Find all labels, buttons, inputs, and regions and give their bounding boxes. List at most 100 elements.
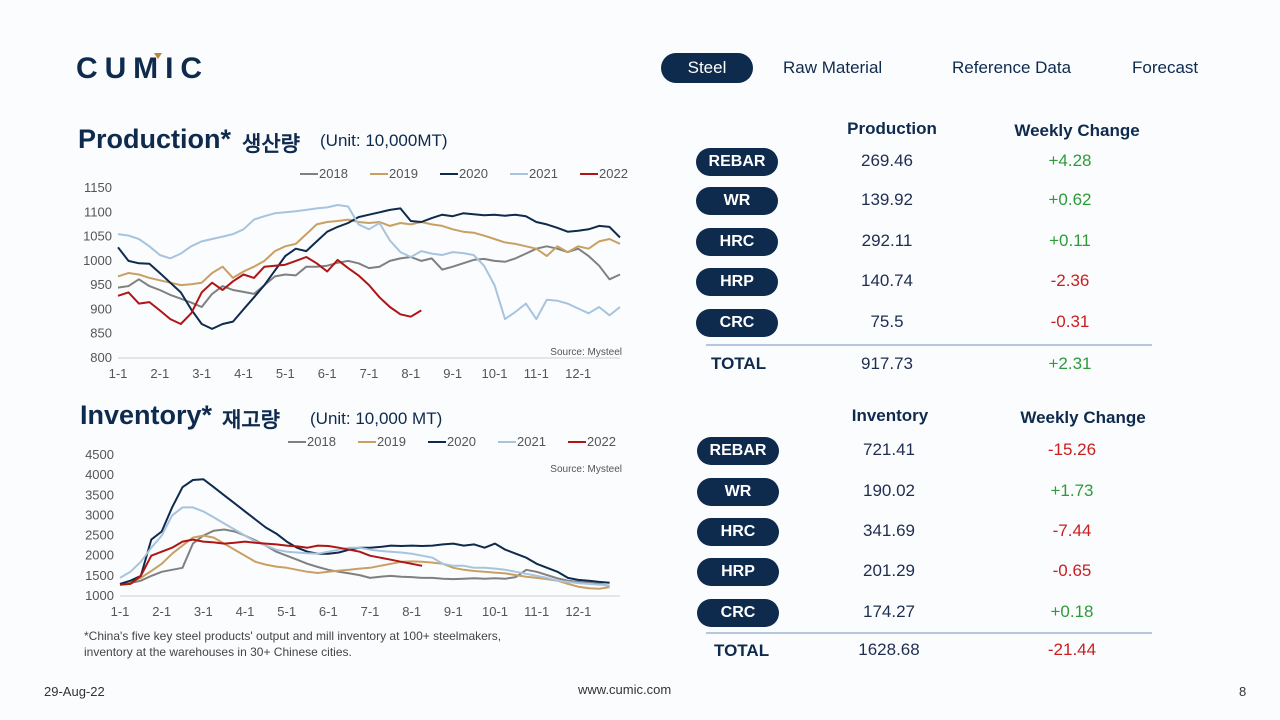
inventory-title: Inventory* bbox=[80, 400, 213, 430]
production-label-hrp[interactable]: HRP bbox=[696, 268, 778, 296]
production-change-hrp: -2.36 bbox=[1050, 271, 1090, 290]
production-label-wr[interactable]: WR bbox=[696, 187, 778, 215]
production-value-rebar: 269.46 bbox=[861, 151, 913, 170]
inventory-source: Source: Mysteel bbox=[550, 464, 622, 475]
inventory-total-rule bbox=[706, 632, 1152, 634]
inventory-total-change: -21.44 bbox=[1047, 640, 1097, 659]
inventory-xtick-label: 9-1 bbox=[444, 604, 463, 619]
production-legend-label-2019: 2019 bbox=[389, 166, 418, 181]
tab-steel[interactable]: Steel bbox=[661, 53, 753, 83]
inventory-xtick-label: 5-1 bbox=[277, 604, 296, 619]
inventory-value-crc: 174.27 bbox=[863, 602, 915, 621]
inventory-ytick-label: 1000 bbox=[85, 588, 114, 603]
inventory-ytick-label: 2000 bbox=[85, 548, 114, 563]
production-value-wr: 139.92 bbox=[861, 190, 913, 209]
inventory-ytick-label: 3000 bbox=[85, 507, 114, 522]
inventory-change-wr: +1.73 bbox=[1050, 481, 1094, 500]
inventory-total-label: TOTAL bbox=[714, 641, 770, 660]
inventory-label-hrc[interactable]: HRC bbox=[697, 518, 779, 546]
production-change-hrc: +0.11 bbox=[1049, 231, 1091, 250]
production-head-value: Production bbox=[847, 119, 937, 138]
production-label-hrc[interactable]: HRC bbox=[696, 228, 778, 256]
production-total-rule bbox=[706, 344, 1152, 346]
production-xtick-label: 7-1 bbox=[360, 366, 379, 381]
inventory-label-hrp[interactable]: HRP bbox=[697, 558, 779, 586]
cumic-logo: CUMIC bbox=[76, 52, 204, 84]
inventory-change-crc: +0.18 bbox=[1050, 602, 1094, 621]
inventory-value-rebar: 721.41 bbox=[863, 440, 915, 459]
production-ytick-label: 1150 bbox=[84, 180, 112, 195]
production-value-crc: 75.5 bbox=[870, 312, 904, 331]
inventory-value-hrp: 201.29 bbox=[863, 561, 915, 580]
footnote-line-2: inventory at the warehouses in 30+ Chine… bbox=[84, 645, 352, 659]
inventory-xtick-label: 11-1 bbox=[524, 604, 549, 619]
production-series-2022 bbox=[117, 256, 422, 325]
inventory-value-hrc: 341.69 bbox=[863, 521, 915, 540]
production-total-value: 917.73 bbox=[861, 354, 913, 373]
production-xtick-label: 6-1 bbox=[318, 366, 337, 381]
production-xtick-label: 8-1 bbox=[401, 366, 420, 381]
inventory-title-kr: 재고량 bbox=[222, 409, 280, 432]
inventory-label-rebar[interactable]: REBAR bbox=[697, 437, 779, 465]
production-legend-label-2021: 2021 bbox=[529, 166, 558, 181]
inventory-change-hrc: -7.44 bbox=[1052, 521, 1092, 540]
production-label-rebar[interactable]: REBAR bbox=[696, 148, 778, 176]
logo-text: CUMIC bbox=[76, 52, 204, 84]
inventory-xtick-label: 3-1 bbox=[194, 604, 213, 619]
inventory-series-2021 bbox=[119, 506, 610, 587]
inventory-series-2022 bbox=[119, 538, 423, 586]
tab-reference-data[interactable]: Reference Data bbox=[952, 58, 1072, 77]
footnote-line-1: *China's five key steel products' output… bbox=[84, 629, 502, 643]
inventory-label-wr[interactable]: WR bbox=[697, 478, 779, 506]
production-series-2021 bbox=[117, 204, 621, 321]
inventory-ytick-label: 2500 bbox=[85, 528, 114, 543]
production-unit: (Unit: 10,000MT) bbox=[320, 131, 448, 150]
inventory-ytick-label: 3500 bbox=[85, 487, 114, 502]
production-title: Production* bbox=[78, 124, 231, 154]
production-legend-label-2022: 2022 bbox=[599, 166, 628, 181]
production-series-2020 bbox=[117, 207, 621, 330]
inventory-ytick-label: 4500 bbox=[85, 447, 114, 462]
inventory-value-wr: 190.02 bbox=[863, 481, 915, 500]
production-label-crc[interactable]: CRC bbox=[696, 309, 778, 337]
production-ytick-label: 800 bbox=[90, 350, 112, 365]
production-ytick-label: 850 bbox=[90, 326, 112, 341]
footer-page-number: 8 bbox=[1239, 684, 1247, 699]
inventory-legend-label-2018: 2018 bbox=[307, 434, 336, 449]
tab-forecast[interactable]: Forecast bbox=[1132, 58, 1199, 77]
inventory-total-value: 1628.68 bbox=[858, 640, 920, 659]
production-xtick-label: 5-1 bbox=[276, 366, 295, 381]
logo-accent-mark bbox=[154, 53, 162, 59]
production-xtick-label: 2-1 bbox=[150, 366, 169, 381]
production-value-hrc: 292.11 bbox=[861, 231, 913, 250]
production-title-kr: 생산량 bbox=[242, 133, 300, 156]
production-series-2019 bbox=[117, 218, 621, 287]
production-xtick-label: 3-1 bbox=[192, 366, 211, 381]
inventory-series-2019 bbox=[119, 534, 610, 590]
production-total-change: +2.31 bbox=[1048, 354, 1092, 373]
inventory-xtick-label: 7-1 bbox=[361, 604, 380, 619]
inventory-xtick-label: 6-1 bbox=[319, 604, 338, 619]
inventory-chart: 1000 1500 2000 2500 3000 3500 4000 4500 1-1 2-1 3-… bbox=[85, 434, 622, 619]
inventory-xtick-label: 2-1 bbox=[152, 604, 171, 619]
inventory-ytick-label: 1500 bbox=[85, 568, 114, 583]
production-xtick-label: 12-1 bbox=[565, 366, 591, 381]
footer-url[interactable]: www.cumic.com bbox=[578, 682, 672, 697]
production-ytick-label: 900 bbox=[90, 301, 112, 316]
production-change-rebar: +4.28 bbox=[1048, 151, 1092, 170]
production-head-change: Weekly Change bbox=[1014, 121, 1140, 140]
production-ytick-label: 1000 bbox=[83, 253, 112, 268]
footer-date: 29-Aug-22 bbox=[44, 684, 105, 699]
inventory-label-crc[interactable]: CRC bbox=[697, 599, 779, 627]
inventory-xtick-label: 4-1 bbox=[236, 604, 255, 619]
inventory-legend-label-2020: 2020 bbox=[447, 434, 476, 449]
production-legend-label-2020: 2020 bbox=[459, 166, 488, 181]
production-xtick-label: 11-1 bbox=[524, 366, 549, 381]
production-total-label: TOTAL bbox=[711, 354, 767, 373]
tab-raw-material[interactable]: Raw Material bbox=[783, 58, 883, 77]
production-source: Source: Mysteel bbox=[550, 347, 622, 358]
production-xtick-label: 9-1 bbox=[443, 366, 462, 381]
inventory-xtick-label: 8-1 bbox=[402, 604, 421, 619]
production-value-hrp: 140.74 bbox=[861, 271, 913, 290]
production-change-wr: +0.62 bbox=[1048, 190, 1092, 209]
